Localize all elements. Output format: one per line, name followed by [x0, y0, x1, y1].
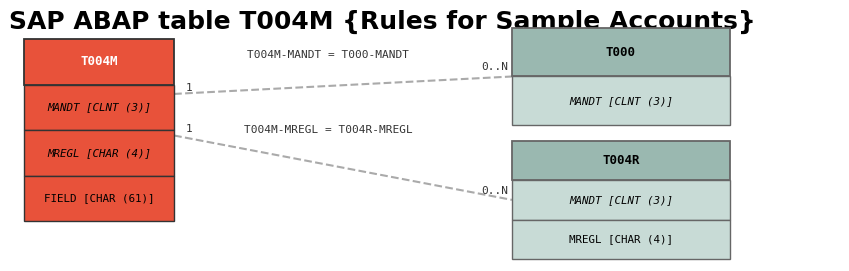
- FancyBboxPatch shape: [512, 76, 730, 125]
- FancyBboxPatch shape: [512, 220, 730, 259]
- FancyBboxPatch shape: [24, 130, 174, 176]
- FancyBboxPatch shape: [512, 28, 730, 76]
- Text: T004M-MREGL = T004R-MREGL: T004M-MREGL = T004R-MREGL: [244, 125, 413, 135]
- Text: T000: T000: [606, 46, 636, 59]
- Text: 1: 1: [185, 124, 192, 134]
- FancyBboxPatch shape: [24, 176, 174, 221]
- Text: T004R: T004R: [602, 154, 639, 167]
- Text: MANDT [CLNT (3)]: MANDT [CLNT (3)]: [569, 195, 673, 205]
- Text: 0..N: 0..N: [481, 63, 509, 72]
- FancyBboxPatch shape: [512, 180, 730, 220]
- Text: MREGL [CHAR (4)]: MREGL [CHAR (4)]: [47, 148, 151, 158]
- Text: FIELD [CHAR (61)]: FIELD [CHAR (61)]: [44, 193, 155, 204]
- Text: T004M-MANDT = T000-MANDT: T004M-MANDT = T000-MANDT: [247, 50, 409, 60]
- Text: MANDT [CLNT (3)]: MANDT [CLNT (3)]: [569, 96, 673, 106]
- Text: 0..N: 0..N: [481, 186, 509, 196]
- Text: 1: 1: [185, 83, 192, 93]
- Text: SAP ABAP table T004M {Rules for Sample Accounts}: SAP ABAP table T004M {Rules for Sample A…: [8, 9, 756, 34]
- FancyBboxPatch shape: [24, 85, 174, 130]
- FancyBboxPatch shape: [24, 39, 174, 85]
- Text: MREGL [CHAR (4)]: MREGL [CHAR (4)]: [569, 234, 673, 244]
- Text: MANDT [CLNT (3)]: MANDT [CLNT (3)]: [47, 102, 151, 112]
- Text: T004M: T004M: [81, 55, 118, 68]
- FancyBboxPatch shape: [512, 141, 730, 180]
